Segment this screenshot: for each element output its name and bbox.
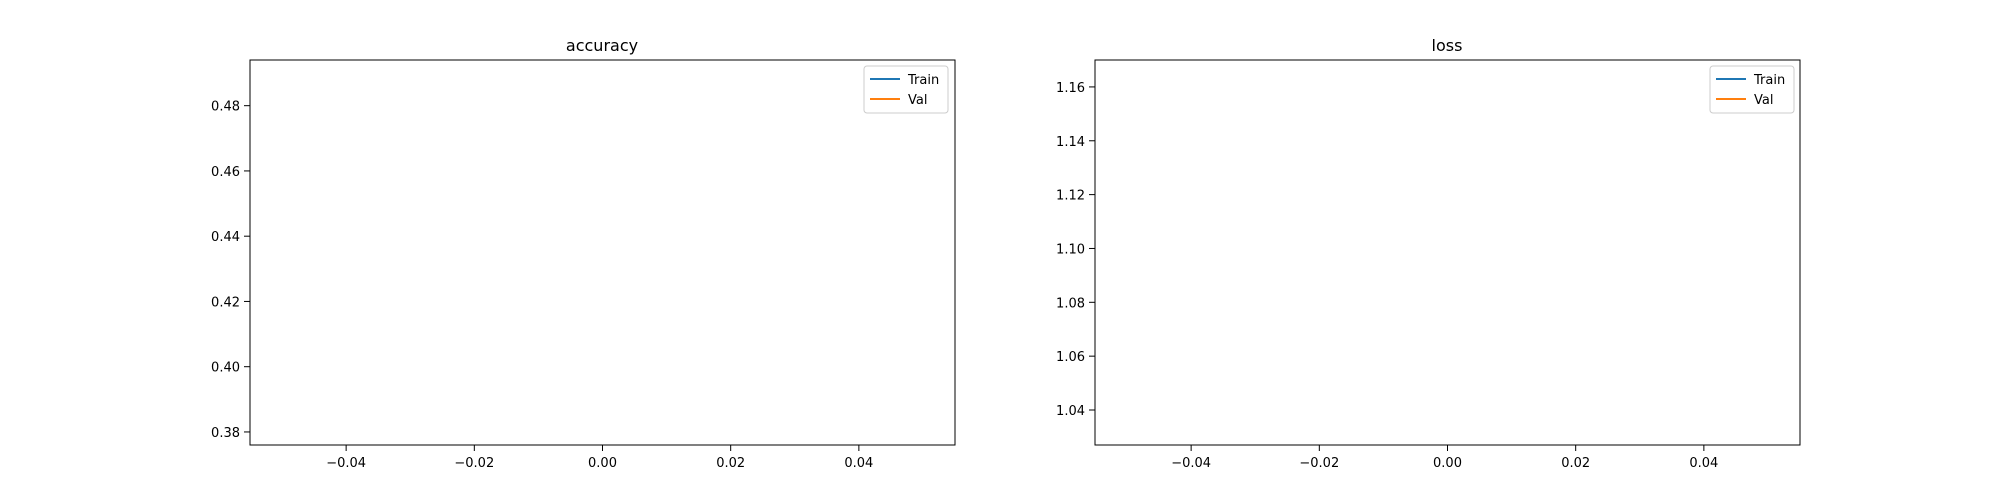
legend-label-train: Train — [1753, 73, 1785, 88]
x-tick-label: −0.02 — [454, 456, 494, 471]
legend: Train Val — [1709, 65, 1795, 114]
axes-frame — [1094, 59, 1801, 446]
y-tick-label: 1.10 — [1056, 242, 1085, 257]
x-tick-label: −0.04 — [326, 456, 366, 471]
y-tick-label: 1.12 — [1056, 189, 1085, 204]
legend-box — [1709, 65, 1795, 114]
axes-frame — [249, 59, 956, 446]
x-tick-label: 0.02 — [1561, 456, 1590, 471]
y-tick-label: 0.38 — [211, 426, 240, 441]
y-tick-label: 1.06 — [1056, 350, 1085, 365]
legend-label-val: Val — [1754, 93, 1773, 108]
legend-label-val: Val — [908, 93, 927, 108]
y-tick-label: 0.46 — [211, 165, 240, 180]
plot-area: −0.04 −0.02 0.00 0.02 0.04 1.04 1.06 1.08 1.10 1.… — [1056, 81, 1718, 471]
legend: Train Val — [863, 65, 949, 114]
x-tick-label: 0.00 — [588, 456, 617, 471]
chart-accuracy: accuracy −0.04 −0.02 0.00 0.02 0.04 0.38 0.40 0… — [211, 36, 956, 471]
x-tick-label: 0.02 — [716, 456, 745, 471]
chart-loss: loss −0.04 −0.02 0.00 0.02 0.04 1.04 1.06 1.08 1… — [1056, 36, 1801, 471]
y-tick-label: 0.42 — [211, 295, 240, 310]
x-tick-label: 0.00 — [1433, 456, 1462, 471]
chart-title: loss — [1432, 36, 1463, 55]
y-tick-label: 1.08 — [1056, 296, 1085, 311]
x-tick-label: 0.04 — [844, 456, 873, 471]
y-tick-label: 1.16 — [1056, 81, 1085, 96]
legend-box — [863, 65, 949, 114]
y-tick-label: 0.40 — [211, 361, 240, 376]
y-tick-label: 0.48 — [211, 100, 240, 115]
x-tick-label: −0.02 — [1299, 456, 1339, 471]
y-tick-label: 0.44 — [211, 230, 240, 245]
legend-label-train: Train — [907, 73, 939, 88]
chart-title: accuracy — [566, 36, 638, 55]
y-tick-label: 1.04 — [1056, 404, 1085, 419]
x-tick-label: 0.04 — [1689, 456, 1718, 471]
x-tick-label: −0.04 — [1171, 456, 1211, 471]
plot-area: −0.04 −0.02 0.00 0.02 0.04 0.38 0.40 0.42 0.44 0.… — [211, 100, 873, 471]
y-tick-label: 1.14 — [1056, 135, 1085, 150]
